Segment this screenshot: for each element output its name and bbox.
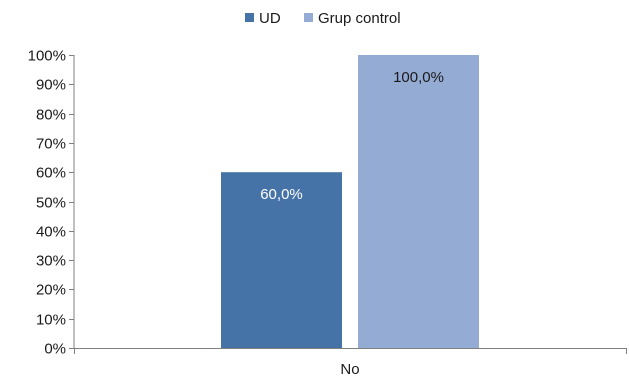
- y-tick-label: 10%: [36, 312, 66, 329]
- y-tick-label: 90%: [36, 77, 66, 94]
- x-axis: No: [74, 348, 627, 376]
- y-tick-label: 0%: [44, 341, 66, 358]
- legend-swatch: [245, 13, 254, 22]
- y-tick-label: 70%: [36, 136, 66, 153]
- y-tick-label: 80%: [36, 107, 66, 124]
- y-tick-label: 30%: [36, 253, 66, 270]
- y-tick-label: 20%: [36, 282, 66, 299]
- legend: UD Grup control: [245, 10, 401, 27]
- legend-label: UD: [259, 10, 281, 27]
- data-label: 100,0%: [393, 69, 444, 86]
- y-tick-label: 40%: [36, 224, 66, 241]
- x-tick-label: No: [340, 361, 359, 376]
- data-label: 60,0%: [260, 186, 303, 203]
- legend-swatch: [304, 13, 313, 22]
- bar-ud: [221, 172, 342, 348]
- y-tick-label: 50%: [36, 195, 66, 212]
- bars: 60,0% 100,0%: [221, 55, 479, 348]
- y-tick-label: 60%: [36, 165, 66, 182]
- y-axis: 0% 10% 20% 30% 40% 50% 60% 70% 80% 90% 100%: [28, 48, 75, 358]
- legend-label: Grup control: [318, 10, 401, 27]
- bar-grup-control: [358, 55, 479, 348]
- y-tick-label: 100%: [28, 48, 66, 65]
